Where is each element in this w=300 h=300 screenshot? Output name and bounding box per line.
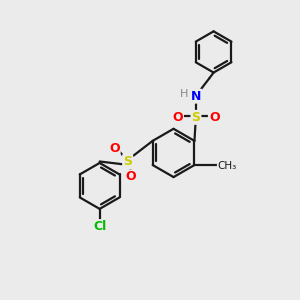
- Text: CH₃: CH₃: [218, 161, 237, 171]
- Text: Cl: Cl: [93, 220, 106, 233]
- Text: O: O: [172, 111, 183, 124]
- Text: S: S: [123, 155, 132, 168]
- Text: O: O: [125, 170, 136, 183]
- Text: S: S: [191, 111, 200, 124]
- Text: O: O: [209, 111, 220, 124]
- Text: N: N: [191, 90, 201, 103]
- Text: H: H: [179, 89, 188, 99]
- Text: O: O: [109, 142, 120, 155]
